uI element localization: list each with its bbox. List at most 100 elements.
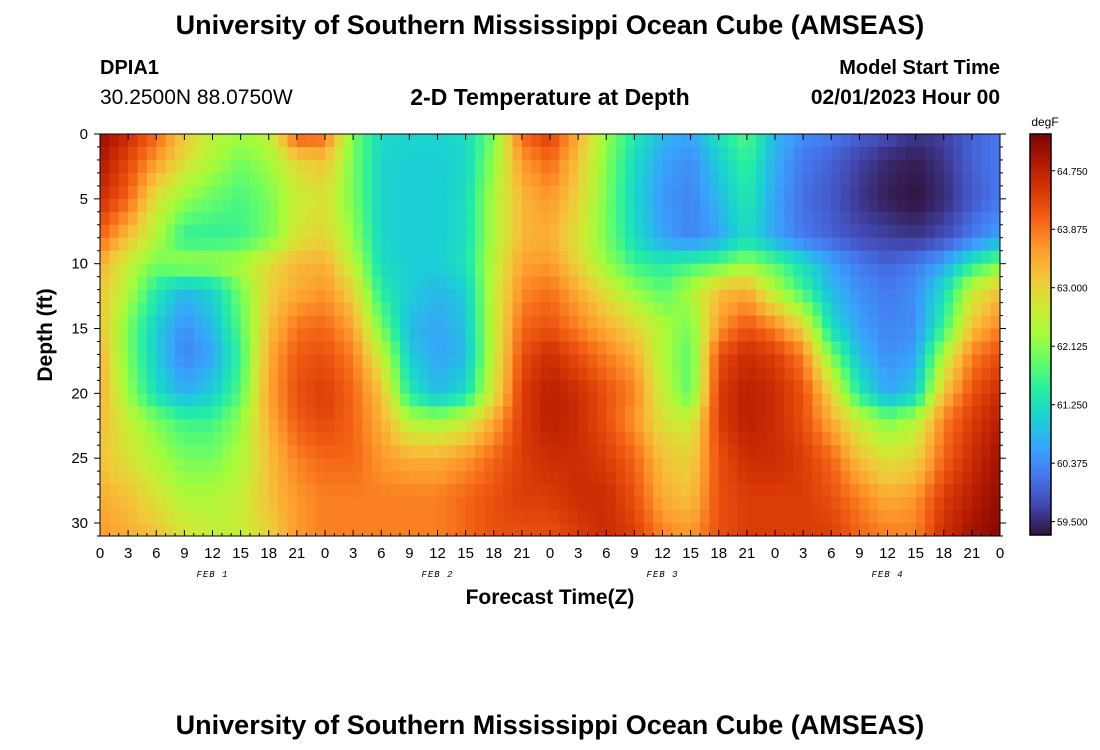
- heatmap-cell: [850, 159, 860, 174]
- heatmap-cell: [662, 289, 673, 304]
- heatmap-cell: [690, 237, 701, 252]
- heatmap-cell: [840, 497, 851, 511]
- heatmap-cell: [100, 484, 110, 498]
- heatmap-cell: [446, 237, 457, 252]
- heatmap-cell: [765, 354, 776, 369]
- heatmap-cell: [315, 458, 326, 472]
- heatmap-cell: [868, 315, 879, 330]
- heatmap-cell: [559, 185, 570, 200]
- heatmap-cell: [259, 328, 270, 343]
- heatmap-cell: [662, 198, 673, 213]
- heatmap-cell: [681, 380, 692, 394]
- heatmap-cell: [128, 354, 139, 369]
- heatmap-cell: [165, 237, 176, 252]
- heatmap-cell: [409, 484, 420, 498]
- heatmap-cell: [390, 237, 401, 252]
- heatmap-cell: [559, 367, 570, 381]
- heatmap-cell: [484, 354, 495, 369]
- heatmap-cell: [250, 406, 260, 420]
- heatmap-cell: [118, 354, 129, 369]
- heatmap-cell: [615, 289, 626, 304]
- heatmap-cell: [784, 367, 795, 381]
- x-tick-label: 3: [349, 545, 357, 562]
- heatmap-cell: [353, 250, 364, 265]
- heatmap-cell: [428, 341, 439, 356]
- heatmap-cell: [906, 159, 917, 174]
- heatmap-cell: [831, 484, 842, 498]
- heatmap-cell: [765, 419, 776, 433]
- heatmap-cell: [409, 393, 420, 407]
- heatmap-cell: [915, 510, 926, 524]
- heatmap-cell: [643, 237, 654, 252]
- heatmap-cell: [596, 224, 607, 239]
- heatmap-cell: [175, 172, 185, 187]
- heatmap-cell: [146, 354, 157, 369]
- heatmap-cell: [578, 289, 589, 304]
- heatmap-cell: [428, 289, 439, 304]
- heatmap-cell: [484, 172, 495, 187]
- heatmap-cell: [981, 237, 992, 252]
- heatmap-cell: [503, 328, 514, 343]
- heatmap-cell: [643, 159, 654, 174]
- heatmap-cell: [531, 185, 542, 200]
- heatmap-cell: [325, 432, 335, 446]
- heatmap-cell: [437, 367, 448, 381]
- heatmap-cell: [587, 146, 598, 161]
- heatmap-cell: [718, 458, 729, 472]
- heatmap-cell: [512, 302, 523, 317]
- heatmap-cell: [146, 172, 157, 187]
- heatmap-cell: [137, 419, 148, 433]
- heatmap-cell: [653, 484, 664, 498]
- heatmap-cell: [193, 497, 204, 511]
- heatmap-cell: [250, 276, 260, 291]
- heatmap-cell: [878, 458, 889, 472]
- heatmap-cell: [615, 315, 626, 330]
- heatmap-cell: [418, 445, 429, 459]
- heatmap-cell: [250, 224, 260, 239]
- heatmap-cell: [981, 289, 992, 304]
- heatmap-cell: [896, 289, 907, 304]
- heatmap-cell: [381, 250, 392, 265]
- heatmap-cell: [540, 237, 551, 252]
- heatmap-cell: [643, 341, 654, 356]
- heatmap-cell: [615, 211, 626, 226]
- heatmap-cell: [184, 419, 195, 433]
- heatmap-cell: [146, 523, 157, 536]
- heatmap-cell: [381, 159, 392, 174]
- heatmap-cell: [503, 367, 514, 381]
- heatmap-cell: [390, 484, 401, 498]
- heatmap-cell: [896, 458, 907, 472]
- heatmap-cell: [690, 367, 701, 381]
- heatmap-cell: [381, 393, 392, 407]
- heatmap-cell: [662, 263, 673, 278]
- heatmap-cell: [118, 458, 129, 472]
- heatmap-cell: [456, 289, 467, 304]
- heatmap-cell: [784, 419, 795, 433]
- heatmap-cell: [559, 484, 570, 498]
- heatmap-cell: [521, 276, 532, 291]
- heatmap-cell: [606, 211, 617, 226]
- heatmap-cell: [231, 445, 242, 459]
- heatmap-cell: [343, 276, 354, 291]
- heatmap-cell: [334, 263, 345, 278]
- heatmap-cell: [878, 445, 889, 459]
- heatmap-cell: [709, 354, 720, 369]
- heatmap-cell: [878, 315, 889, 330]
- heatmap-cell: [859, 302, 870, 317]
- heatmap-cell: [118, 211, 129, 226]
- heatmap-cell: [803, 393, 814, 407]
- heatmap-cell: [446, 406, 457, 420]
- heatmap-cell: [193, 159, 204, 174]
- heatmap-cell: [718, 393, 729, 407]
- heatmap-cell: [521, 367, 532, 381]
- heatmap-cell: [540, 432, 551, 446]
- x-tick-label: 18: [485, 545, 502, 562]
- heatmap-cell: [850, 458, 860, 472]
- heatmap-cell: [746, 354, 757, 369]
- heatmap-cell: [643, 497, 654, 511]
- heatmap-cell: [568, 341, 579, 356]
- heatmap-cell: [812, 237, 823, 252]
- heatmap-cell: [559, 523, 570, 536]
- heatmap-cell: [578, 354, 589, 369]
- heatmap-cell: [756, 484, 767, 498]
